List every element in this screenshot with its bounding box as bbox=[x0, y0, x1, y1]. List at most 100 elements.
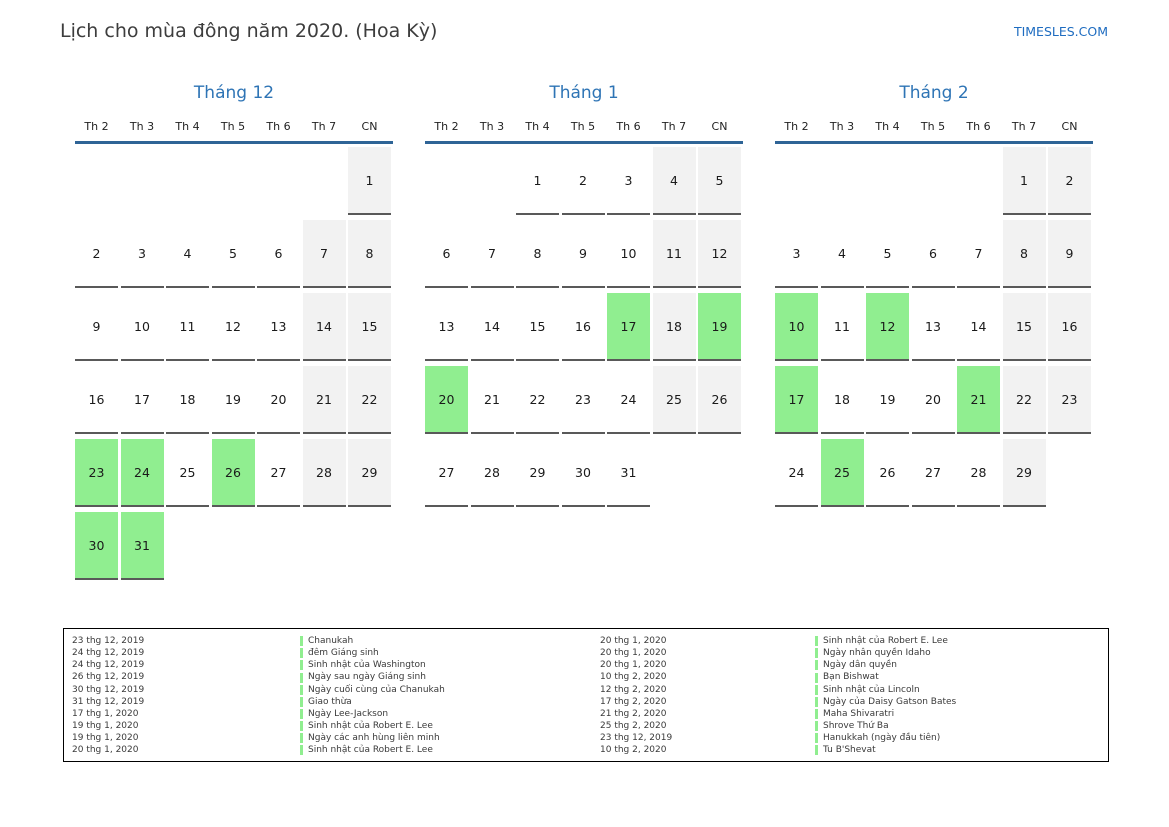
legend-holiday-name: Giao thừa bbox=[300, 696, 600, 708]
legend-holiday-name: Maha Shivaratri bbox=[815, 708, 1108, 720]
empty-cell bbox=[821, 147, 864, 215]
holiday-marker-icon bbox=[815, 721, 818, 732]
legend-holiday-label: Sinh nhật của Lincoln bbox=[823, 684, 920, 695]
day-of-week-header: Th 3 bbox=[479, 120, 505, 133]
day-cell: 7 bbox=[957, 220, 1000, 288]
day-cell: 14 bbox=[302, 293, 346, 361]
day-cell: 29 bbox=[516, 439, 559, 507]
holiday-marker-icon bbox=[300, 733, 303, 744]
legend-holiday-name: Ngày các anh hùng liên minh bbox=[300, 732, 600, 744]
legend-holiday-name: đêm Giáng sinh bbox=[300, 647, 600, 659]
legend-holiday-name: Ngày dân quyền bbox=[815, 659, 1108, 671]
day-of-week-header: Th 5 bbox=[920, 120, 946, 133]
holiday-marker-icon bbox=[300, 648, 303, 659]
legend-date: 30 thg 12, 2019 bbox=[72, 684, 145, 695]
day-of-week-header: Th 7 bbox=[311, 120, 337, 133]
legend-date: 20 thg 1, 2020 bbox=[72, 745, 139, 756]
legend-holiday-label: Sinh nhật của Robert E. Lee bbox=[308, 745, 433, 756]
month-title: Tháng 2 bbox=[899, 83, 969, 103]
holiday-marker-icon bbox=[815, 696, 818, 707]
site-link[interactable]: TIMESLES.COM bbox=[1013, 24, 1108, 39]
legend-holiday-name: Ngày Lee-Jackson bbox=[300, 708, 600, 720]
legend-date: 31 thg 12, 2019 bbox=[72, 696, 145, 707]
empty-cell bbox=[1048, 439, 1091, 507]
day-cell: 28 bbox=[302, 439, 346, 507]
legend-holiday-label: Sinh nhật của Washington bbox=[308, 660, 426, 671]
legend-date: 21 thg 2, 2020 bbox=[600, 708, 667, 719]
legend-date: 24 thg 12, 2019 bbox=[72, 660, 145, 671]
day-cell: 28 bbox=[957, 439, 1000, 507]
day-cell: 13 bbox=[911, 293, 955, 361]
day-cell: 23 bbox=[75, 439, 118, 507]
empty-cell bbox=[121, 147, 164, 215]
day-cell: 8 bbox=[348, 220, 391, 288]
legend-date: 23 thg 12, 2019 bbox=[600, 733, 673, 744]
day-cell: 10 bbox=[775, 293, 818, 361]
empty-cell bbox=[775, 147, 818, 215]
legend-holiday-label: Ngày các anh hùng liên minh bbox=[308, 733, 440, 744]
day-cell: 9 bbox=[75, 293, 118, 361]
day-cell: 22 bbox=[516, 366, 559, 434]
day-of-week-row: Th 2 Th 3 Th 4 Th 5 Th 6 Th 7 CN bbox=[775, 119, 1093, 134]
legend-holiday-name: Shrove Thứ Ba bbox=[815, 720, 1108, 732]
calendars: Tháng 12 Th 2 Th 3 Th 4 Th 5 Th 6 Th 7 CN 1 2 3 4 5 6… bbox=[0, 82, 1169, 582]
day-cell: 8 bbox=[516, 220, 559, 288]
day-of-week-header: Th 3 bbox=[829, 120, 855, 133]
holiday-marker-icon bbox=[815, 745, 818, 756]
day-of-week-header: Th 2 bbox=[784, 120, 809, 133]
day-of-week-header: Th 5 bbox=[570, 120, 596, 133]
holiday-marker-icon bbox=[300, 709, 303, 720]
legend-holiday-name: Sinh nhật của Robert E. Lee bbox=[300, 744, 600, 756]
empty-cell bbox=[957, 147, 1000, 215]
holiday-marker-icon bbox=[815, 636, 818, 647]
empty-cell bbox=[212, 512, 255, 580]
holiday-marker-icon bbox=[300, 745, 303, 756]
day-cell: 12 bbox=[698, 220, 741, 288]
day-cell: 11 bbox=[820, 293, 864, 361]
day-cell: 14 bbox=[957, 293, 1000, 361]
day-cell: 6 bbox=[257, 220, 300, 288]
month-title: Tháng 1 bbox=[549, 83, 619, 103]
day-cell: 20 bbox=[257, 366, 300, 434]
day-cell: 15 bbox=[348, 293, 391, 361]
day-of-week-header: Th 6 bbox=[966, 120, 991, 133]
month-grid: 1 2 3 4 5 6 7 8 9 10 11 12 13 14 15 16 17 18 19 20 21 22 23 24 2… bbox=[775, 147, 1093, 507]
day-cell: 4 bbox=[652, 147, 696, 215]
day-cell: 24 bbox=[607, 366, 650, 434]
day-cell: 27 bbox=[257, 439, 300, 507]
legend-holiday-label: Sinh nhật của Robert E. Lee bbox=[823, 636, 948, 646]
page-title: Lịch cho mùa đông năm 2020. (Hoa Kỳ) bbox=[60, 20, 438, 42]
legend-holiday-label: Ngày của Daisy Gatson Bates bbox=[823, 696, 957, 707]
legend-date: 19 thg 1, 2020 bbox=[72, 721, 139, 732]
legend-grid: 23 thg 12, 2019 Chanukah 20 thg 1, 2020 Sin… bbox=[72, 635, 1108, 757]
legend-date: 26 thg 12, 2019 bbox=[72, 672, 145, 683]
day-cell: 19 bbox=[211, 366, 255, 434]
day-cell: 13 bbox=[425, 293, 468, 361]
day-cell: 28 bbox=[470, 439, 514, 507]
day-of-week-header: CN bbox=[711, 120, 728, 133]
day-cell: 3 bbox=[607, 147, 650, 215]
month-title: Tháng 12 bbox=[193, 83, 275, 103]
legend-date: 19 thg 1, 2020 bbox=[72, 733, 139, 744]
holiday-marker-icon bbox=[815, 660, 818, 671]
legend-date: 20 thg 1, 2020 bbox=[600, 636, 667, 646]
holiday-marker-icon bbox=[300, 636, 303, 647]
day-cell: 6 bbox=[425, 220, 468, 288]
month-grid: 1 2 3 4 5 6 7 8 9 10 11 12 13 14 15 16 17 18 19 20 21 22 23 24 2… bbox=[425, 147, 743, 507]
header-rule bbox=[425, 141, 743, 144]
day-cell: 3 bbox=[120, 220, 164, 288]
legend-date: 10 thg 2, 2020 bbox=[600, 672, 667, 683]
day-of-week-header: Th 3 bbox=[129, 120, 155, 133]
holiday-marker-icon bbox=[815, 648, 818, 659]
month-calendar: Tháng 1 Th 2 Th 3 Th 4 Th 5 Th 6 Th 7 CN 1 2 3 4 5 6 7… bbox=[425, 82, 743, 507]
holiday-marker-icon bbox=[815, 672, 818, 683]
day-cell: 8 bbox=[1002, 220, 1046, 288]
day-of-week-row: Th 2 Th 3 Th 4 Th 5 Th 6 Th 7 CN bbox=[425, 119, 743, 134]
day-cell: 24 bbox=[775, 439, 818, 507]
legend-holiday-name: Chanukah bbox=[300, 635, 600, 647]
empty-cell bbox=[698, 439, 741, 507]
empty-cell bbox=[303, 512, 346, 580]
day-of-week-header: Th 7 bbox=[1011, 120, 1037, 133]
legend-holiday-label: Bạn Bishwat bbox=[823, 672, 879, 683]
month-calendar: Tháng 2 Th 2 Th 3 Th 4 Th 5 Th 6 Th 7 CN 1 2 3 4 5 6 7… bbox=[775, 82, 1093, 507]
